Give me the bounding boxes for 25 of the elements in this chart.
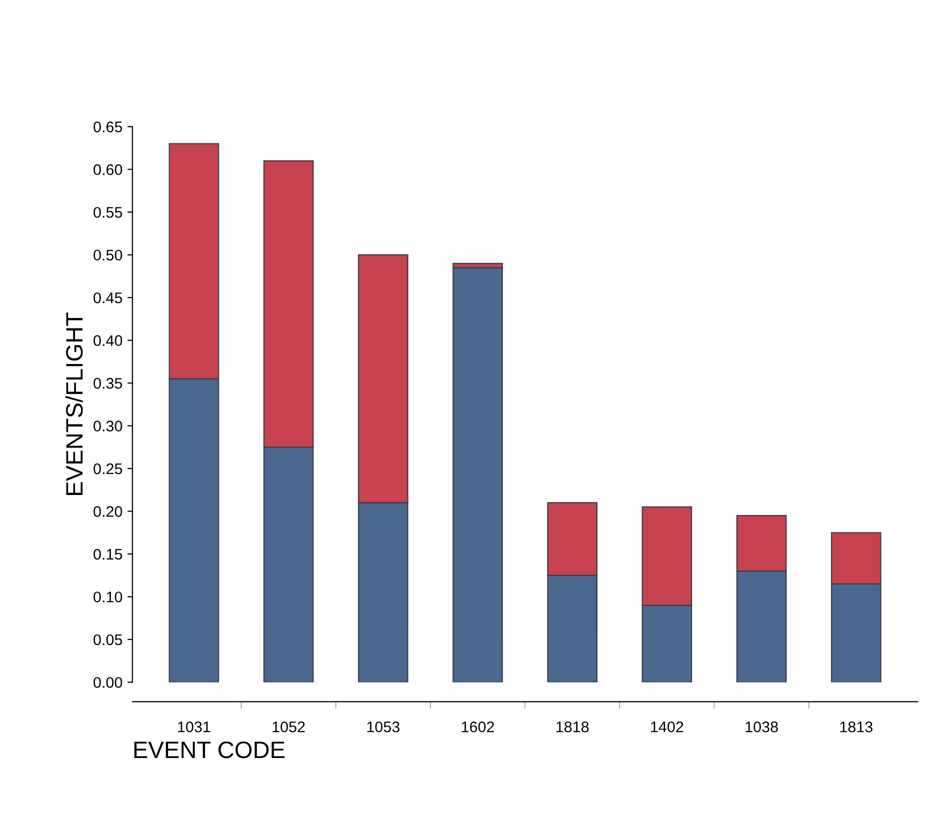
x-tick-label: 1813 <box>840 721 872 732</box>
y-tick-label: 0.15 <box>94 548 122 560</box>
x-tick-label: 1052 <box>272 721 305 732</box>
x-tick-label: 1031 <box>178 721 210 732</box>
y-tick-label: 0.60 <box>94 164 122 176</box>
x-tick-label: 1038 <box>746 721 778 732</box>
y-axis-title: EVENTS/FLIGHT <box>65 312 83 495</box>
x-tick-label: 1818 <box>556 721 589 732</box>
y-tick-label: 0.45 <box>94 292 122 304</box>
y-tick-label: 0.25 <box>94 463 122 474</box>
y-tick-label: 0.35 <box>94 378 122 389</box>
x-tick-label: 1053 <box>367 721 400 732</box>
y-tick-label: 0.65 <box>94 122 122 132</box>
y-tick-label: 0.05 <box>94 634 122 646</box>
y-tick-label: 0.50 <box>94 250 122 261</box>
x-tick-label: 1602 <box>462 721 494 732</box>
x-axis-title: EVENT CODE <box>134 742 285 758</box>
y-tick-label: 0.10 <box>94 592 122 602</box>
y-tick-label: 0.40 <box>94 335 122 346</box>
y-tick-label: 0.20 <box>94 506 122 517</box>
y-tick-label: 0.55 <box>94 206 122 218</box>
bar <box>452 267 503 682</box>
y-tick-label: 0.00 <box>94 677 122 688</box>
y-tick-label: 0.30 <box>94 420 122 432</box>
x-tick-label: 1402 <box>651 721 684 732</box>
